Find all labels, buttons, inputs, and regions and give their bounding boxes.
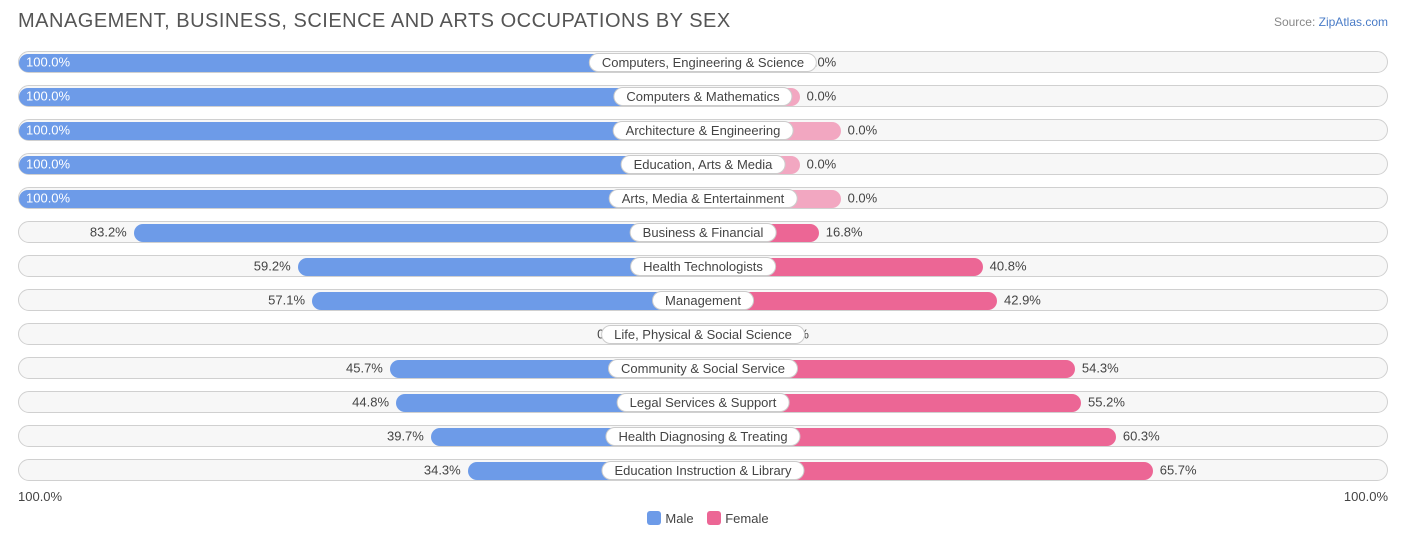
bar-male: [134, 224, 702, 242]
legend-label-female: Female: [725, 511, 768, 526]
chart-row: Health Diagnosing & Treating 39.7% 60.3%: [18, 419, 1388, 453]
chart-title: MANAGEMENT, BUSINESS, SCIENCE AND ARTS O…: [18, 10, 731, 33]
value-female: 55.2%: [1088, 395, 1125, 410]
value-male: 39.7%: [387, 429, 424, 444]
source-link[interactable]: ZipAtlas.com: [1319, 15, 1388, 29]
value-male: 59.2%: [254, 259, 291, 274]
row-label: Community & Social Service: [608, 359, 798, 378]
value-male: 44.8%: [352, 395, 389, 410]
chart-row: Business & Financial 83.2% 16.8%: [18, 215, 1388, 249]
value-male: 83.2%: [90, 225, 127, 240]
bar-male: [19, 88, 702, 106]
chart-row: Arts, Media & Entertainment 100.0% 0.0%: [18, 181, 1388, 215]
row-label: Education Instruction & Library: [601, 461, 804, 480]
bar-male: [19, 190, 702, 208]
row-label: Life, Physical & Social Science: [601, 325, 805, 344]
value-male: 100.0%: [26, 55, 70, 70]
value-male: 100.0%: [26, 89, 70, 104]
value-male: 57.1%: [268, 293, 305, 308]
bar-male: [19, 156, 702, 174]
chart-row: Computers & Mathematics 100.0% 0.0%: [18, 79, 1388, 113]
chart-row: Education, Arts & Media 100.0% 0.0%: [18, 147, 1388, 181]
row-label: Arts, Media & Entertainment: [609, 189, 798, 208]
value-male: 45.7%: [346, 361, 383, 376]
source-attribution: Source: ZipAtlas.com: [1274, 15, 1388, 29]
chart-row: Life, Physical & Social Science0.0%0.0%: [18, 317, 1388, 351]
axis-right-label: 100.0%: [1344, 489, 1388, 504]
row-label: Education, Arts & Media: [621, 155, 786, 174]
axis-row: 100.0% 100.0%: [18, 489, 1388, 509]
value-female: 65.7%: [1160, 463, 1197, 478]
row-label: Computers, Engineering & Science: [589, 53, 817, 72]
legend: Male Female: [18, 511, 1388, 526]
row-label: Business & Financial: [630, 223, 777, 242]
value-female: 0.0%: [848, 191, 878, 206]
bar-male: [312, 292, 702, 310]
row-label: Computers & Mathematics: [613, 87, 792, 106]
source-prefix: Source:: [1274, 15, 1319, 29]
chart-row: Health Technologists 59.2% 40.8%: [18, 249, 1388, 283]
row-label: Management: [652, 291, 754, 310]
legend-swatch-male: [647, 511, 661, 525]
value-female: 60.3%: [1123, 429, 1160, 444]
bar-male: [19, 122, 702, 140]
chart-row: Legal Services & Support 44.8% 55.2%: [18, 385, 1388, 419]
chart-row: Community & Social Service 45.7% 54.3%: [18, 351, 1388, 385]
row-label: Health Diagnosing & Treating: [605, 427, 800, 446]
value-female: 42.9%: [1004, 293, 1041, 308]
value-female: 0.0%: [807, 157, 837, 172]
value-female: 0.0%: [848, 123, 878, 138]
row-label: Architecture & Engineering: [613, 121, 794, 140]
chart-row: Architecture & Engineering 100.0% 0.0%: [18, 113, 1388, 147]
chart-row: Management 57.1% 42.9%: [18, 283, 1388, 317]
row-label: Health Technologists: [630, 257, 776, 276]
value-female: 40.8%: [990, 259, 1027, 274]
value-female: 16.8%: [826, 225, 863, 240]
legend-swatch-female: [707, 511, 721, 525]
value-male: 34.3%: [424, 463, 461, 478]
chart-area: Computers, Engineering & Science 100.0% 0.…: [18, 45, 1388, 487]
axis-left-label: 100.0%: [18, 489, 62, 504]
value-female: 54.3%: [1082, 361, 1119, 376]
value-male: 100.0%: [26, 123, 70, 138]
value-female: 0.0%: [807, 89, 837, 104]
row-label: Legal Services & Support: [617, 393, 790, 412]
chart-row: Computers, Engineering & Science100.0%0.…: [18, 45, 1388, 79]
legend-label-male: Male: [665, 511, 693, 526]
value-male: 100.0%: [26, 157, 70, 172]
value-male: 100.0%: [26, 191, 70, 206]
chart-row: Education Instruction & Library 34.3% 65.7…: [18, 453, 1388, 487]
